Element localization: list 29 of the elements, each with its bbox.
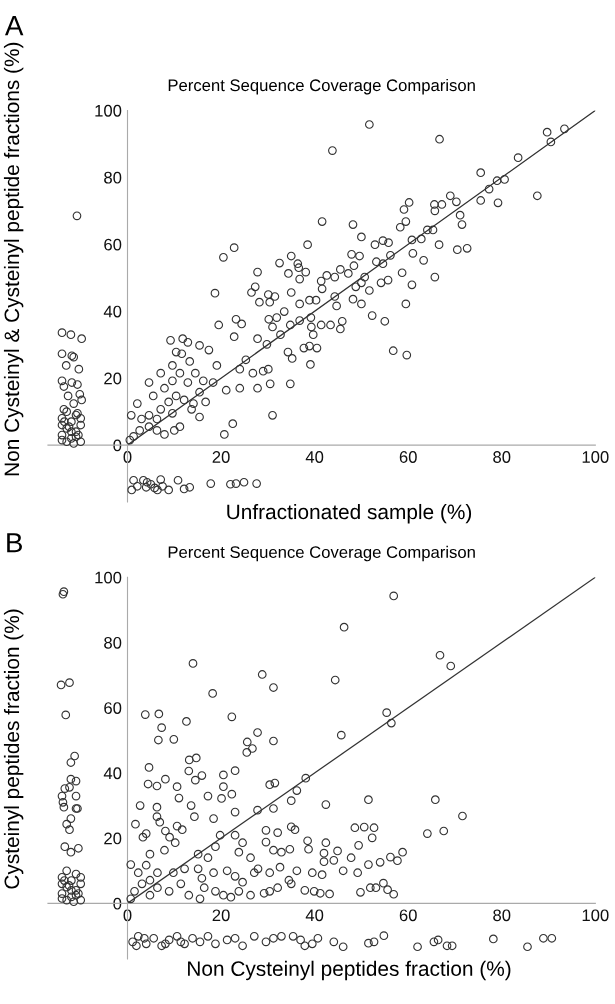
y-tick-label: 20: [104, 832, 122, 845]
x-tick-label: 20: [212, 451, 230, 463]
y-tick-label: 80: [104, 171, 122, 184]
x-axis-title: Non Cysteinyl peptides fraction (%): [188, 960, 511, 981]
text: A: [4, 16, 24, 36]
y-tick-label: 20: [104, 372, 122, 385]
x-tick-label: 80: [493, 451, 511, 463]
x-tick-label: 20: [212, 909, 230, 922]
y-tick-label: 0: [113, 439, 122, 452]
y-tick-label: 40: [103, 767, 122, 780]
y-tick-label: 60: [104, 702, 122, 714]
chart-title: Percent Sequence Coverage Comparison: [168, 545, 475, 562]
y-tick-label: 100: [95, 571, 122, 584]
y-axis-title: Non Cysteinyl & Cysteinyl peptide fractions (%): [3, 42, 24, 476]
y-tick-label: 80: [104, 636, 122, 649]
x-tick-label: 60: [399, 909, 417, 922]
x-axis-title: Unfractionated sample (%): [227, 503, 472, 524]
chart-title: Percent Sequence Coverage Comparison: [168, 78, 475, 95]
y-tick-label: 100: [95, 104, 122, 117]
x-tick-label: 60: [399, 451, 417, 463]
x-tick-label: 40: [305, 451, 324, 463]
x-tick-label: 100: [582, 909, 609, 922]
text: B: [7, 533, 22, 553]
y-tick-label: 40: [103, 305, 122, 318]
x-tick-label: 100: [582, 451, 609, 463]
y-axis-title: Cysteinyl peptides fraction (%): [3, 609, 24, 889]
x-tick-label: 40: [305, 909, 324, 922]
y-tick-label: 60: [104, 238, 122, 251]
x-tick-label: 80: [493, 909, 511, 922]
